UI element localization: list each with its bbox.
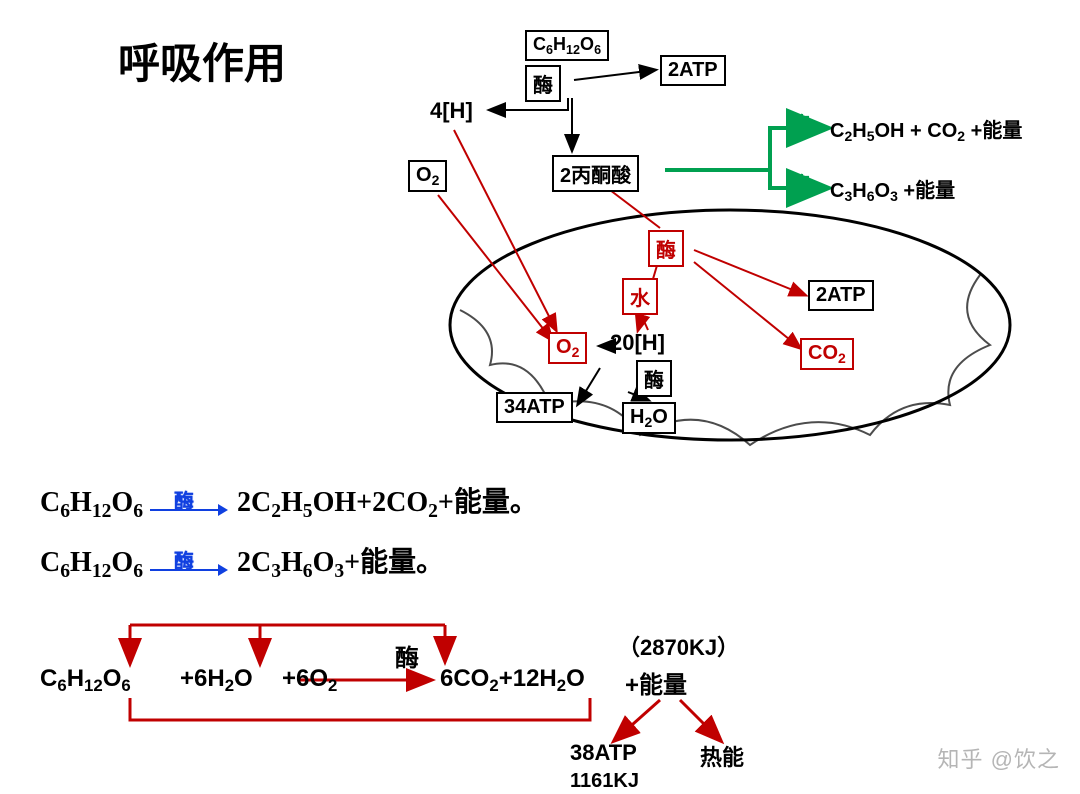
equation-2-left: C6H12O6 [40, 547, 143, 578]
node-enzyme-inner-label: 酶 [644, 370, 664, 392]
aerobic-6h2o: +6H2O [180, 665, 253, 696]
aerobic-glucose-label: C6H12O6 [40, 665, 131, 692]
page-title: 呼吸作用 [118, 30, 286, 91]
node-pyruvate-label: 2丙酮酸 [560, 165, 631, 187]
equation-1-arrow-label: 酶 [174, 485, 194, 514]
equation-2-right: 2C3H6O3+能量。 [237, 547, 444, 578]
node-20h-label: 20[H] [610, 330, 665, 355]
node-34atp-label: 34ATP [504, 396, 565, 418]
label-enzyme-green-1: 酶 [790, 108, 810, 137]
aerobic-1161kj-label: 1161KJ [570, 770, 639, 792]
node-enzyme-mito: 酶 [648, 230, 684, 267]
node-2atp-b-label: 2ATP [816, 284, 866, 306]
node-2atp-a: 2ATP [660, 55, 726, 86]
aerobic-6o2-label: +6O2 [282, 665, 337, 692]
watermark-text: 知乎 @饮之 [938, 747, 1060, 772]
aerobic-products: 6CO2+12H2O [440, 665, 585, 696]
product-lactic-label: C3H6O3 +能量 [830, 180, 955, 202]
node-o2-inner: O2 [548, 332, 587, 364]
node-2atp-b: 2ATP [808, 280, 874, 311]
equation-2-arrow-label: 酶 [174, 545, 194, 574]
node-o2-outer: O2 [408, 160, 447, 192]
equation-1-right: 2C2H5OH+2CO2+能量。 [237, 487, 538, 518]
node-o2-outer-label: O2 [416, 164, 439, 186]
node-glucose: C6H12O6 [525, 30, 609, 61]
aerobic-6o2: +6O2 [282, 665, 337, 696]
aerobic-38atp: 38ATP [570, 740, 637, 766]
equation-1-arrow: 酶 [150, 495, 230, 515]
node-enzyme-mito-label: 酶 [656, 240, 676, 262]
node-water-in: 水 [622, 278, 658, 315]
aerobic-plus-energy: +能量 [625, 665, 687, 700]
bottom-under-bracket [130, 698, 590, 720]
node-pyruvate: 2丙酮酸 [552, 155, 639, 192]
label-enzyme-green-2: 酶 [790, 168, 810, 197]
aerobic-plus-energy-label: +能量 [625, 672, 687, 699]
node-4h-label: 4[H] [430, 98, 473, 123]
product-lactic: C3H6O3 +能量 [830, 174, 955, 204]
aerobic-6h2o-label: +6H2O [180, 665, 253, 692]
label-enzyme-green-2-text: 酶 [790, 174, 810, 196]
watermark: 知乎 @饮之 [938, 742, 1060, 774]
product-ethanol: C2H5OH + CO2 +能量 [830, 114, 1022, 144]
edge-etc-34atp [578, 368, 600, 404]
aerobic-1161kj: 1161KJ [570, 770, 639, 793]
aerobic-2870kj: （2870KJ） [618, 630, 739, 662]
node-water-in-label: 水 [630, 288, 650, 310]
node-enzyme-inner: 酶 [636, 360, 672, 397]
edge-pyruvate-mito [610, 190, 660, 228]
equation-1-left: C6H12O6 [40, 487, 143, 518]
node-enzyme-1: 酶 [525, 65, 561, 102]
equation-1: C6H12O6 酶 2C2H5OH+2CO2+能量。 [40, 480, 538, 523]
equation-2: C6H12O6 酶 2C3H6O3+能量。 [40, 540, 444, 583]
node-34atp: 34ATP [496, 392, 573, 423]
node-glucose-label: C6H12O6 [533, 34, 601, 54]
edge-4h-o2in [454, 130, 556, 330]
node-co2-inner: CO2 [800, 338, 854, 370]
label-enzyme-green-1-text: 酶 [790, 114, 810, 136]
product-ethanol-label: C2H5OH + CO2 +能量 [830, 120, 1022, 142]
edge-o2out-o2in [438, 195, 552, 340]
node-20h: 20[H] [610, 330, 665, 356]
title-text: 呼吸作用 [118, 40, 286, 87]
aerobic-38atp-label: 38ATP [570, 740, 637, 765]
node-o2-inner-label: O2 [556, 336, 579, 358]
edge-enzyme-atp2 [574, 70, 655, 80]
diagram-root: 呼吸作用 [0, 0, 1080, 794]
aerobic-heat: 热能 [700, 740, 744, 772]
edge-mito-co2 [694, 262, 800, 348]
energy-to-heat [680, 700, 720, 740]
aerobic-glucose: C6H12O6 [40, 665, 131, 696]
aerobic-2870kj-label: （2870KJ） [618, 635, 739, 660]
node-2atp-a-label: 2ATP [668, 59, 718, 81]
aerobic-heat-label: 热能 [700, 745, 744, 770]
energy-to-atp [615, 700, 660, 740]
node-co2-inner-label: CO2 [808, 342, 846, 364]
edge-mito-2atp [694, 250, 805, 295]
aerobic-arrow-label-text: 酶 [395, 645, 419, 672]
equation-2-arrow: 酶 [150, 555, 230, 575]
node-h2o-label: H2O [630, 406, 668, 428]
aerobic-products-label: 6CO2+12H2O [440, 665, 585, 692]
aerobic-arrow-label: 酶 [395, 638, 419, 673]
node-enzyme-1-label: 酶 [533, 75, 553, 97]
node-h2o: H2O [622, 402, 676, 434]
node-4h: 4[H] [430, 98, 473, 124]
